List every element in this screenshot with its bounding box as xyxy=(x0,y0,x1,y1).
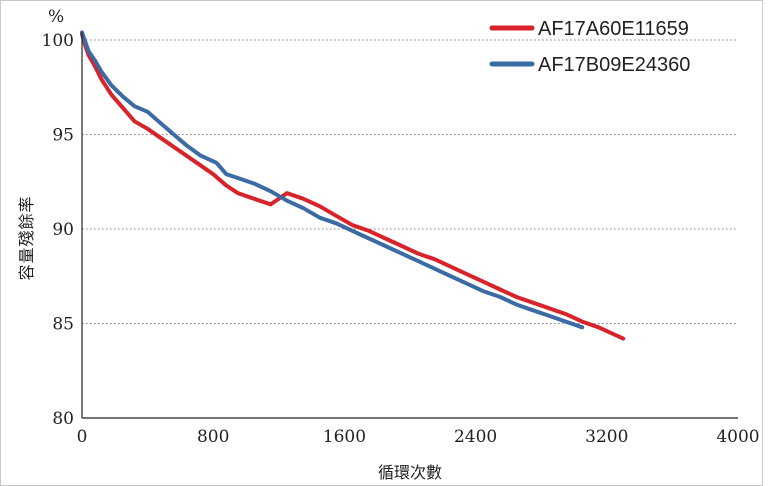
series-line-2 xyxy=(80,30,585,330)
y-axis-unit: % xyxy=(48,7,64,27)
y-tick-label: 100 xyxy=(42,31,74,51)
x-tick-label: 0 xyxy=(77,427,88,447)
legend-label: AF17A60E11659 xyxy=(538,18,689,40)
y-tick-label: 90 xyxy=(52,220,74,240)
x-tick-label: 2400 xyxy=(454,427,497,447)
x-tick-label: 3200 xyxy=(585,427,628,447)
x-tick-label: 1600 xyxy=(323,427,366,447)
x-tick-label: 800 xyxy=(197,427,229,447)
axes xyxy=(81,32,738,419)
series-lines xyxy=(80,30,626,341)
x-axis-title: 循環次數 xyxy=(378,463,442,482)
y-tick-label: 95 xyxy=(52,126,74,146)
y-axis-title: 容量殘餘率 xyxy=(17,195,36,280)
y-tick-label: 80 xyxy=(52,409,74,429)
y-tick-labels: 80 85 90 95 100 xyxy=(42,31,74,429)
series-line-1 xyxy=(80,32,626,341)
x-tick-label: 4000 xyxy=(716,427,759,447)
legend: AF17A60E11659 AF17B09E24360 xyxy=(489,18,690,76)
y-tick-label: 85 xyxy=(52,315,74,335)
x-tick-labels: 0 800 1600 2400 3200 4000 xyxy=(77,427,760,447)
gridlines xyxy=(82,39,738,324)
legend-label: AF17B09E24360 xyxy=(538,54,690,76)
